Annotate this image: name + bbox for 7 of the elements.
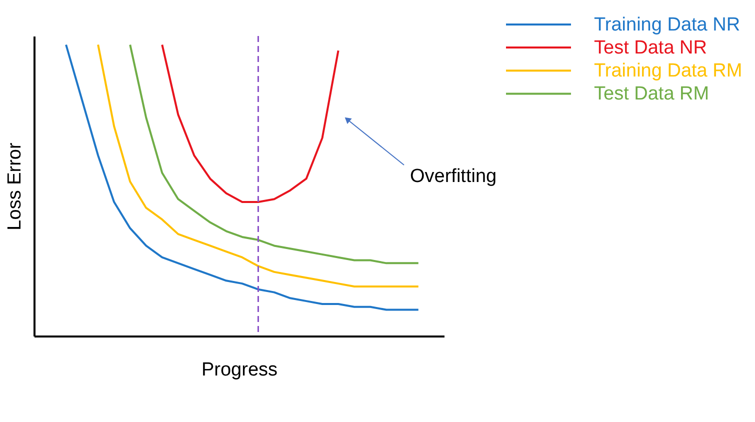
legend-label: Training Data NR	[594, 14, 740, 36]
x-axis-title: Progress	[201, 360, 278, 380]
legend-label: Test Data NR	[594, 38, 707, 59]
legend-label: Test Data RM	[594, 84, 710, 105]
y-axis-title: Loss Error	[4, 142, 26, 230]
legend-label: Training Data RM	[594, 60, 742, 82]
annotation: Overfitting	[410, 166, 497, 187]
